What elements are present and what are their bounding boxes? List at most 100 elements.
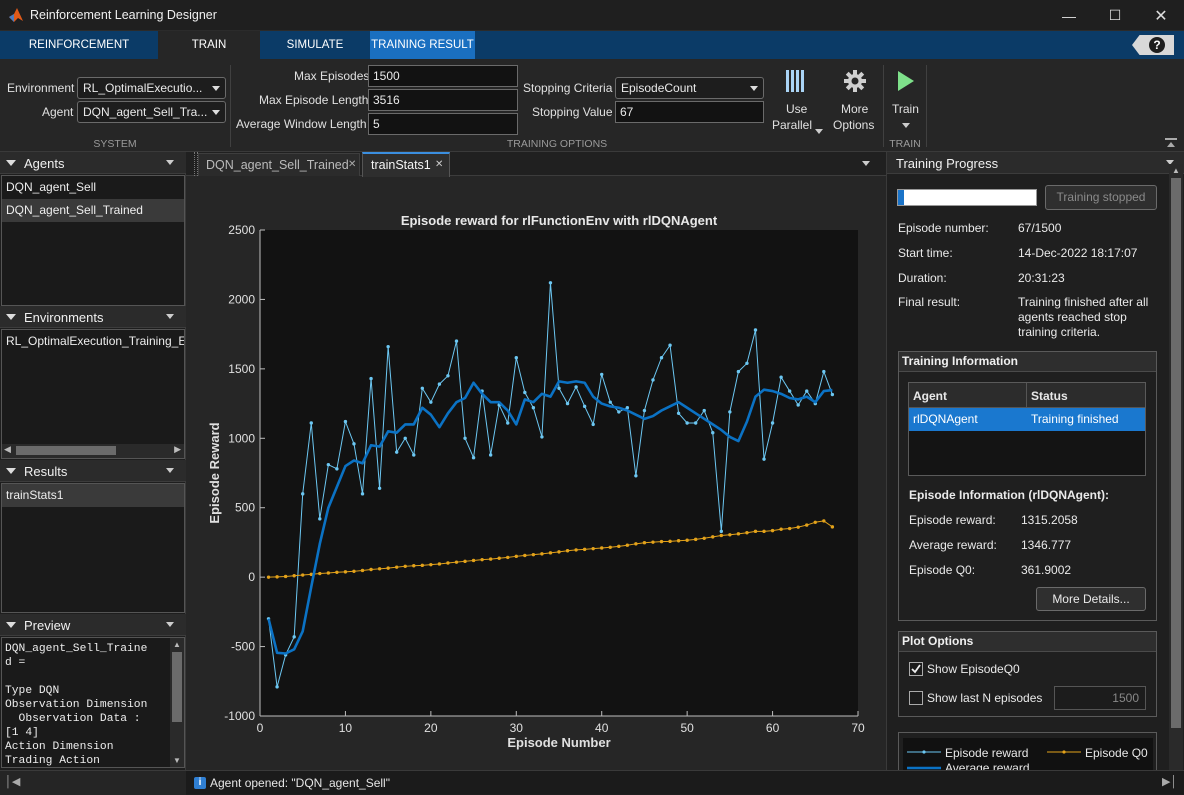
tab-train[interactable]: TRAIN	[158, 31, 260, 59]
max-episode-length-field[interactable]: 3516	[368, 89, 518, 111]
episode-q0-point	[813, 520, 817, 524]
final-result-text: agents reached stop	[1018, 310, 1127, 324]
plot-options-group: Plot Options Show EpisodeQ0 Show last N …	[898, 631, 1157, 717]
tab-label: trainStats1	[371, 158, 431, 172]
collapse-triangle-icon[interactable]	[6, 314, 16, 320]
training-stopped-button[interactable]: Training stopped	[1045, 185, 1157, 210]
episode-q0-point	[728, 533, 732, 537]
collapse-triangle-icon[interactable]	[6, 622, 16, 628]
title-bar: Reinforcement Learning Designer — ☐ ✕	[0, 0, 1184, 31]
table-row[interactable]: rlDQNAgent Training finished	[909, 408, 1145, 431]
episode-q0-point	[591, 546, 595, 551]
chevron-down-icon[interactable]	[166, 468, 174, 473]
stopping-value-field[interactable]: 67	[615, 101, 764, 123]
chevron-down-icon[interactable]	[166, 160, 174, 165]
collapse-triangle-icon[interactable]	[6, 160, 16, 166]
agents-status-table: Agent Status rlDQNAgent Training finishe…	[908, 382, 1146, 476]
close-tab-icon[interactable]: ✕	[348, 159, 357, 170]
use-parallel-button[interactable]: Use Parallel	[772, 65, 823, 137]
environments-panel-header[interactable]: Environments	[0, 306, 186, 328]
scrollbar-thumb[interactable]	[1171, 178, 1181, 728]
tab-training-result[interactable]: TRAINING RESULT	[370, 31, 475, 59]
agents-list: DQN_agent_Sell DQN_agent_Sell_Trained	[1, 175, 185, 306]
collapse-triangle-icon[interactable]	[6, 468, 16, 474]
more-options-label-1: More	[841, 102, 869, 116]
tab-trainstats1[interactable]: trainStats1 ✕	[362, 152, 450, 177]
episode-q0-point	[523, 553, 527, 558]
results-panel-header[interactable]: Results	[0, 460, 186, 482]
episode-q0-point	[309, 572, 313, 577]
more-options-button[interactable]: More Options	[830, 65, 880, 137]
left-status-scroll[interactable]: │◀	[0, 771, 186, 795]
tab-simulate[interactable]: SIMULATE	[286, 39, 344, 51]
episode-q0-point	[480, 557, 484, 562]
show-q0-checkbox[interactable]	[909, 662, 923, 676]
max-episodes-field[interactable]: 1500	[368, 65, 518, 87]
episode-reward-point	[728, 410, 732, 414]
train-button[interactable]: Train	[888, 65, 924, 137]
close-button[interactable]: ✕	[1154, 7, 1168, 25]
divider	[883, 65, 884, 147]
chevron-down-icon[interactable]	[166, 314, 174, 319]
preview-panel-header[interactable]: Preview	[0, 614, 186, 636]
episode-reward-point	[796, 403, 800, 407]
episode-reward-point	[625, 406, 630, 410]
agents-panel-header[interactable]: Agents	[0, 152, 186, 174]
episode-reward-point	[523, 390, 527, 395]
legend-average-reward: Average reward	[945, 761, 1030, 770]
show-last-n-checkbox[interactable]	[909, 691, 923, 705]
chevron-down-icon[interactable]	[1166, 160, 1174, 165]
stopping-criteria-dropdown[interactable]: EpisodeCount	[615, 77, 764, 99]
episode-reward-value: 1315.2058	[1021, 513, 1078, 527]
scroll-end-icon[interactable]: ▶│	[1162, 776, 1178, 788]
agent-dropdown[interactable]: DQN_agent_Sell_Tra...	[77, 101, 226, 123]
divider	[926, 65, 927, 147]
tab-reinforcement-learning[interactable]: REINFORCEMENT LEARNING	[28, 39, 130, 79]
collapse-ribbon-icon[interactable]	[1165, 138, 1177, 147]
y-tick-label: -1000	[224, 709, 255, 723]
scrollbar-thumb[interactable]	[172, 652, 182, 722]
list-item[interactable]: DQN_agent_Sell	[6, 180, 97, 194]
vertical-scrollbar[interactable]: ▲ ▼	[170, 638, 184, 767]
legend-swatch-q0	[1047, 750, 1081, 754]
document-tab-bar: DQN_agent_Sell_Trained ✕ trainStats1 ✕	[186, 152, 886, 177]
episode-information-title: Episode Information (rlDQNAgent):	[909, 488, 1109, 502]
episode-reward-point	[437, 382, 442, 386]
list-item[interactable]: trainStats1	[2, 484, 184, 507]
episode-q0-point	[506, 555, 510, 560]
vertical-scrollbar[interactable]: ▲	[1169, 164, 1183, 770]
episode-q0-point	[634, 542, 638, 546]
list-item[interactable]: DQN_agent_Sell_Trained	[2, 199, 184, 222]
horizontal-scrollbar[interactable]: ◀ ▶	[2, 444, 184, 458]
episode-q0-point	[335, 570, 339, 574]
training-information-group: Training Information Agent Status rlDQNA…	[898, 351, 1157, 621]
episode-reward-point	[693, 421, 698, 425]
tab-dqn-agent-sell-trained[interactable]: DQN_agent_Sell_Trained ✕	[198, 153, 360, 176]
drag-handle-icon[interactable]	[194, 152, 198, 176]
last-n-episodes-field[interactable]: 1500	[1054, 686, 1146, 710]
close-tab-icon[interactable]: ✕	[435, 159, 444, 170]
average-window-length-field[interactable]: 5	[368, 113, 518, 135]
minimize-button[interactable]: —	[1062, 7, 1076, 24]
list-item[interactable]: RL_OptimalExecution_Training_E	[6, 334, 184, 348]
chevron-down-icon[interactable]	[166, 622, 174, 627]
help-button[interactable]: ?	[1132, 35, 1174, 55]
preview-text: DQN_agent_Sell_Traine d = Type DQN Obser…	[5, 643, 148, 767]
episode-q0-point	[318, 571, 322, 576]
plot-options-title: Plot Options	[899, 632, 1156, 652]
episode-q0-point	[557, 550, 561, 554]
table-header-status[interactable]: Status	[1027, 383, 1145, 408]
ribbon-tab-bar: REINFORCEMENT LEARNING TRAIN SIMULATE TR…	[0, 31, 1184, 79]
more-details-button[interactable]: More Details...	[1036, 587, 1146, 611]
x-tick-label: 20	[424, 721, 438, 735]
maximize-button[interactable]: ☐	[1108, 7, 1122, 23]
agents-panel-title: Agents	[24, 156, 65, 171]
environment-dropdown[interactable]: RL_OptimalExecutio...	[77, 77, 226, 99]
table-header-agent[interactable]: Agent	[909, 383, 1027, 408]
chevron-down-icon[interactable]	[862, 161, 870, 166]
episode-reward-point	[463, 436, 467, 440]
scrollbar-thumb[interactable]	[16, 446, 116, 455]
episode-q0-point	[497, 556, 501, 560]
episode-q0-point	[540, 552, 544, 556]
episode-q0-point	[429, 562, 433, 567]
